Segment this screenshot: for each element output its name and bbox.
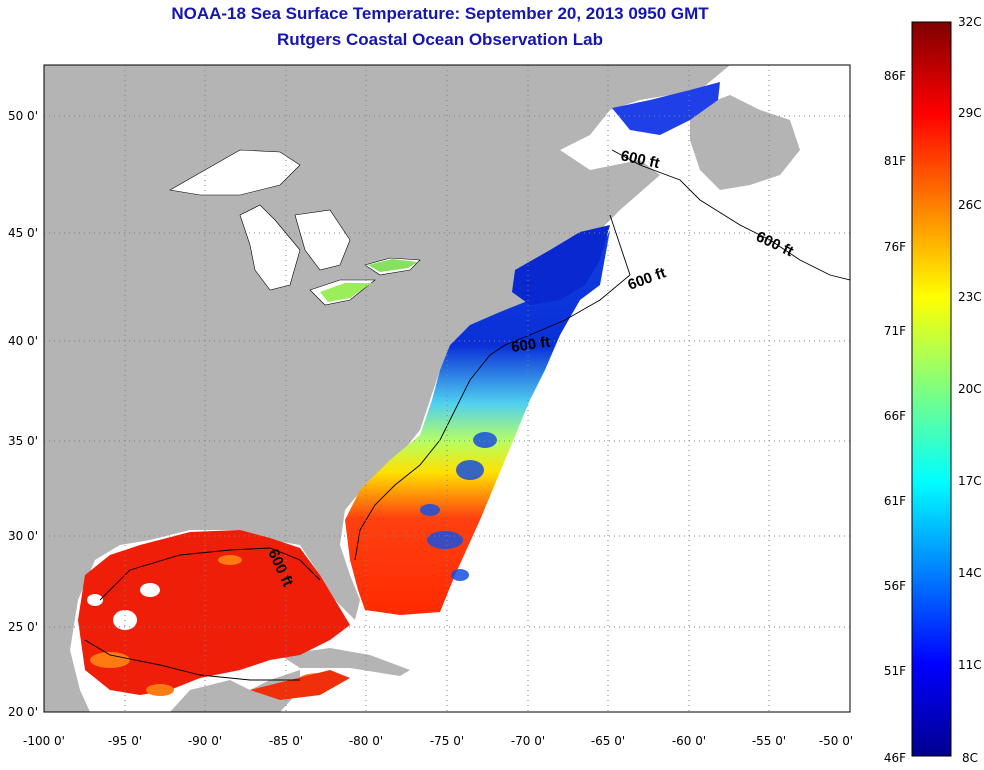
lon-tick-label: -60 0' bbox=[672, 734, 706, 748]
colorbar-fahrenheit-label: 66F bbox=[884, 409, 906, 423]
contour-label-600ft: 600 ft bbox=[510, 334, 551, 356]
colorbar-celsius-label: 11C bbox=[958, 658, 982, 672]
colorbar-fahrenheit-label: 71F bbox=[884, 324, 906, 338]
land-north-america bbox=[44, 65, 730, 712]
lon-tick-label: -50 0' bbox=[819, 734, 853, 748]
colorbar-fahrenheit-label: 76F bbox=[884, 240, 906, 254]
gulf-st-lawrence-sst bbox=[612, 82, 720, 135]
colorbar-fahrenheit-label: 56F bbox=[884, 579, 906, 593]
depth-contours bbox=[84, 149, 850, 681]
lon-tick-label: -90 0' bbox=[188, 734, 222, 748]
colorbar-fahrenheit-label: 46F bbox=[884, 751, 906, 765]
lon-tick-label: -55 0' bbox=[752, 734, 786, 748]
colorbar-celsius-label: 26C bbox=[958, 198, 982, 212]
colorbar-celsius-labels: 32C 29C 26C 23C 20C 17C 14C 11C 8C bbox=[958, 15, 982, 765]
lat-tick-label: 20 0' bbox=[8, 705, 38, 719]
caribbean-sst bbox=[250, 670, 350, 700]
colorbar-celsius-label: 23C bbox=[958, 290, 982, 304]
map-subtitle: Rutgers Coastal Ocean Observation Lab bbox=[277, 30, 603, 49]
lon-tick-label: -65 0' bbox=[591, 734, 625, 748]
land-cuba bbox=[280, 648, 410, 676]
atlantic-sst-swath bbox=[345, 230, 610, 615]
lon-tick-label: -70 0' bbox=[511, 734, 545, 748]
lake-erie-sst bbox=[320, 283, 372, 302]
colorbar-celsius-label: 20C bbox=[958, 382, 982, 396]
lat-tick-label: 40 0' bbox=[8, 334, 38, 348]
colorbar-fahrenheit-label: 86F bbox=[884, 69, 906, 83]
lon-tick-label: -80 0' bbox=[349, 734, 383, 748]
lat-tick-label: 35 0' bbox=[8, 434, 38, 448]
map-frame bbox=[43, 64, 851, 713]
colorbar-fahrenheit-label: 51F bbox=[884, 664, 906, 678]
land-mexico bbox=[170, 670, 300, 712]
longitude-axis: -100 0' -95 0' -90 0' -85 0' -80 0' -75 … bbox=[23, 734, 853, 748]
colorbar-fahrenheit-label: 61F bbox=[884, 494, 906, 508]
lake-ontario-sst bbox=[368, 259, 418, 272]
colorbar-celsius-label: 29C bbox=[958, 106, 982, 120]
lat-tick-label: 25 0' bbox=[8, 620, 38, 634]
lat-tick-label: 30 0' bbox=[8, 529, 38, 543]
lat-tick-label: 45 0' bbox=[8, 226, 38, 240]
gulf-of-maine-sst bbox=[512, 225, 610, 305]
colorbar-fahrenheit-labels: 86F 81F 76F 71F 66F 61F 56F 51F 46F bbox=[884, 69, 906, 765]
land-newfoundland bbox=[690, 95, 800, 190]
colorbar-fahrenheit-label: 81F bbox=[884, 154, 906, 168]
lon-tick-label: -95 0' bbox=[108, 734, 142, 748]
lon-tick-label: -100 0' bbox=[23, 734, 65, 748]
colorbar-celsius-label: 32C bbox=[958, 15, 982, 29]
map-title: NOAA-18 Sea Surface Temperature: Septemb… bbox=[171, 4, 709, 23]
colorbar-celsius-label: 14C bbox=[958, 566, 982, 580]
lon-tick-label: -75 0' bbox=[430, 734, 464, 748]
latitude-axis: 20 0' 25 0' 30 0' 35 0' 40 0' 45 0' 50 0… bbox=[8, 109, 38, 719]
colorbar-celsius-label: 8C bbox=[962, 751, 978, 765]
colorbar bbox=[911, 21, 952, 757]
lon-tick-label: -85 0' bbox=[269, 734, 303, 748]
gulf-of-mexico-sst bbox=[78, 530, 350, 695]
colorbar-celsius-label: 17C bbox=[958, 474, 982, 488]
lat-tick-label: 50 0' bbox=[8, 109, 38, 123]
